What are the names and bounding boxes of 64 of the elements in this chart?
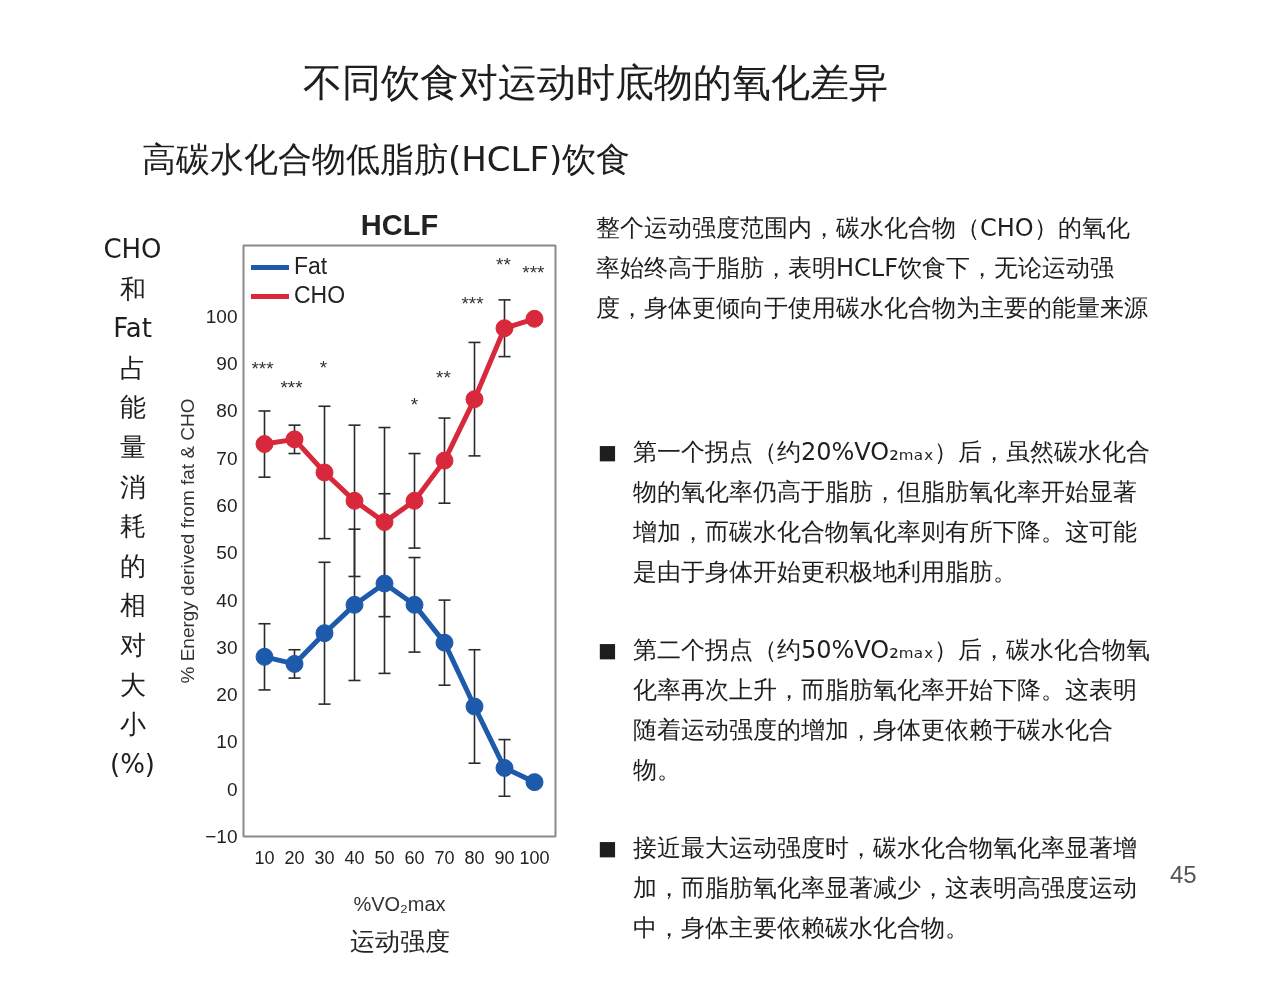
x-tick-label: 30 bbox=[314, 847, 335, 868]
point bbox=[375, 513, 394, 532]
legend-label: Fat bbox=[294, 253, 328, 280]
chart-title: 不同饮食对运动时底物的氧化差异 bbox=[301, 59, 889, 107]
point bbox=[255, 647, 274, 666]
text: ■ 接近最大运动强度时，碳水化合物氧化率显著增加，而脂肪氧化率显著减少，这表明高强度运动中，身体主要依赖碳水化合物。 bbox=[597, 833, 1138, 944]
point bbox=[525, 773, 544, 792]
point bbox=[375, 574, 394, 593]
y-tick-label: 50 bbox=[216, 542, 238, 564]
x-tick-label: 40 bbox=[344, 847, 365, 868]
point bbox=[405, 595, 424, 614]
y-tick-label: 30 bbox=[216, 636, 238, 658]
annotation: * bbox=[410, 393, 419, 415]
annotation: *** bbox=[251, 357, 275, 379]
point bbox=[525, 309, 544, 328]
point bbox=[285, 654, 304, 673]
x-tick-label: 90 bbox=[494, 847, 515, 868]
text: 45 bbox=[1170, 861, 1197, 888]
point bbox=[435, 451, 454, 470]
y-tick-label: 10 bbox=[216, 731, 238, 753]
point bbox=[405, 491, 424, 510]
x-tick-label: 60 bbox=[404, 847, 425, 868]
x-tick-label: 20 bbox=[284, 847, 305, 868]
y-axis-title: % Energy derived from fat & CHO bbox=[177, 398, 199, 684]
text: ■ 第一个拐点（约20%VO₂ₘₐₓ）后，虽然碳水化合物的氧化率仍高于脂肪，但脂肪氧化率开始显著增加，而碳水化合物氧化率则有所下降。这可能是由于身体开始更积极地利用脂肪。 bbox=[597, 437, 1151, 588]
point bbox=[495, 319, 514, 338]
annotation: ** bbox=[436, 367, 452, 389]
x-axis-title: %VO₂max bbox=[353, 892, 446, 915]
y-tick-label: 80 bbox=[216, 400, 238, 422]
annotation: * bbox=[319, 357, 328, 379]
x-tick-label: 70 bbox=[434, 847, 455, 868]
point bbox=[345, 595, 364, 614]
y-tick-label: 40 bbox=[216, 589, 238, 611]
chart-subtitle: 高碳水化合物低脂肪(HCLF)饮食 bbox=[141, 138, 631, 181]
y-tick-label: 70 bbox=[216, 447, 238, 469]
annotation: *** bbox=[461, 292, 485, 314]
y-tick-label: −10 bbox=[205, 826, 238, 847]
y-tick-label: 0 bbox=[226, 778, 238, 800]
annotation: *** bbox=[522, 262, 546, 284]
text: ■ 第二个拐点（约50%VO₂ₘₐₓ）后，碳水化合物氧化率再次上升，而脂肪氧化率开始下降。这表明随着运动强度的增加，身体更依赖于碳水化合物。 bbox=[597, 635, 1151, 786]
x-tick-label: 100 bbox=[519, 847, 550, 868]
text: 整个运动强度范围内，碳水化合物（CHO）的氧化率始终高于脂肪，表明HCLF饮食下，无论运动强度，身体更倾向于使用碳水化合物为主要的能量来源 bbox=[596, 213, 1149, 324]
text: CHO和Fat占能量消耗的相对大小(%) bbox=[103, 234, 162, 779]
y-tick-label: 90 bbox=[216, 353, 238, 375]
x-tick-label: 50 bbox=[374, 847, 395, 868]
text: HCLF bbox=[360, 208, 439, 241]
annotation: ** bbox=[496, 253, 512, 275]
legend-label: CHO bbox=[294, 282, 346, 309]
y-tick-label: 100 bbox=[205, 305, 238, 327]
point bbox=[435, 633, 454, 652]
y-tick-label: 60 bbox=[216, 495, 238, 517]
point bbox=[315, 463, 334, 482]
annotation: *** bbox=[280, 377, 304, 399]
point bbox=[495, 758, 514, 777]
y-tick-label: 20 bbox=[216, 684, 238, 706]
point bbox=[315, 624, 334, 643]
x-tick-label: 80 bbox=[464, 847, 485, 868]
point bbox=[255, 435, 274, 454]
point bbox=[465, 390, 484, 409]
text: 运动强度 bbox=[349, 926, 450, 956]
point bbox=[345, 491, 364, 510]
x-tick-label: 10 bbox=[254, 847, 275, 868]
point bbox=[465, 697, 484, 716]
point bbox=[285, 430, 304, 449]
